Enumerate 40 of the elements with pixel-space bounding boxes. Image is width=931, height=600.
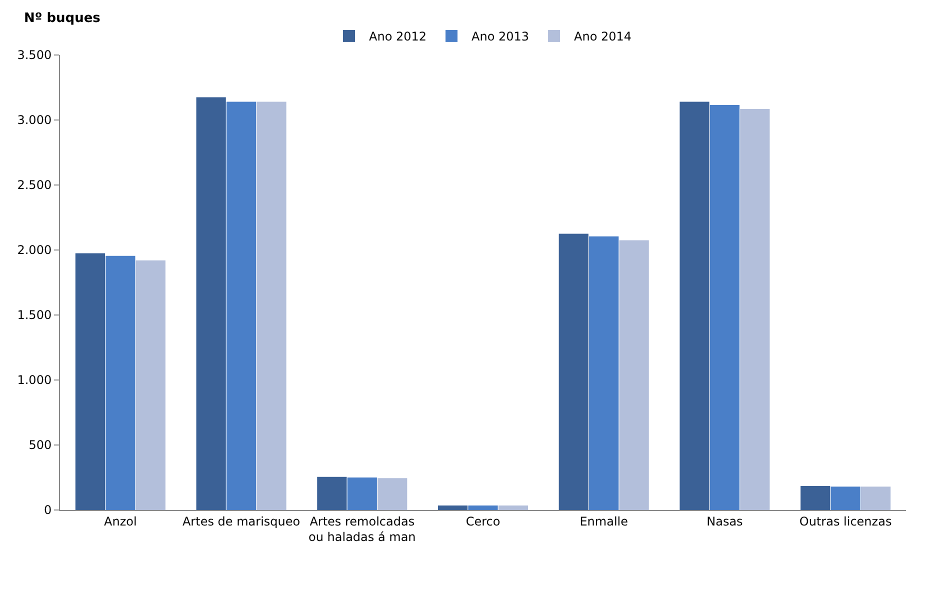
x-tick-label: Nasas — [706, 514, 743, 528]
legend-label: Ano 2012 — [369, 30, 427, 44]
bar — [800, 486, 830, 510]
bar — [317, 476, 347, 510]
legend-label: Ano 2014 — [574, 30, 632, 44]
bar — [468, 505, 498, 510]
bar — [256, 102, 286, 510]
bar — [378, 478, 408, 510]
bar — [710, 105, 740, 510]
bar — [106, 256, 136, 510]
bar — [75, 253, 106, 510]
y-tick-label: 3.500 — [17, 48, 52, 62]
bar — [619, 240, 649, 510]
x-tick-label: Enmalle — [580, 514, 628, 528]
x-tick-label: Outras licenzas — [799, 514, 892, 528]
bar — [589, 236, 619, 510]
bar — [136, 260, 166, 510]
y-tick-label: 1.000 — [17, 373, 52, 388]
bar — [558, 234, 588, 510]
y-tick-label: 2.500 — [17, 178, 52, 192]
x-tick-label: Artes de marisqueo — [182, 514, 300, 528]
y-axis-title: Nº buques — [24, 11, 101, 26]
bar — [498, 505, 528, 510]
x-tick-label: Cerco — [466, 514, 500, 528]
y-tick-label: 500 — [28, 438, 52, 452]
y-tick-label: 1.500 — [17, 308, 52, 322]
x-tick-label: Artes remolcadas ou haladas á man — [308, 514, 416, 544]
bar — [830, 486, 860, 510]
x-tick-label: Anzol — [104, 514, 137, 528]
bar — [438, 505, 468, 510]
bar — [196, 97, 226, 510]
bar — [860, 486, 891, 510]
bar — [347, 478, 377, 510]
y-tick-label: 2.000 — [17, 243, 52, 258]
bar — [680, 102, 710, 510]
bar — [226, 102, 256, 510]
y-tick-label: 0 — [44, 503, 52, 518]
legend-label: Ano 2013 — [472, 30, 530, 44]
y-tick-label: 3.000 — [17, 113, 52, 128]
bar — [740, 108, 770, 510]
